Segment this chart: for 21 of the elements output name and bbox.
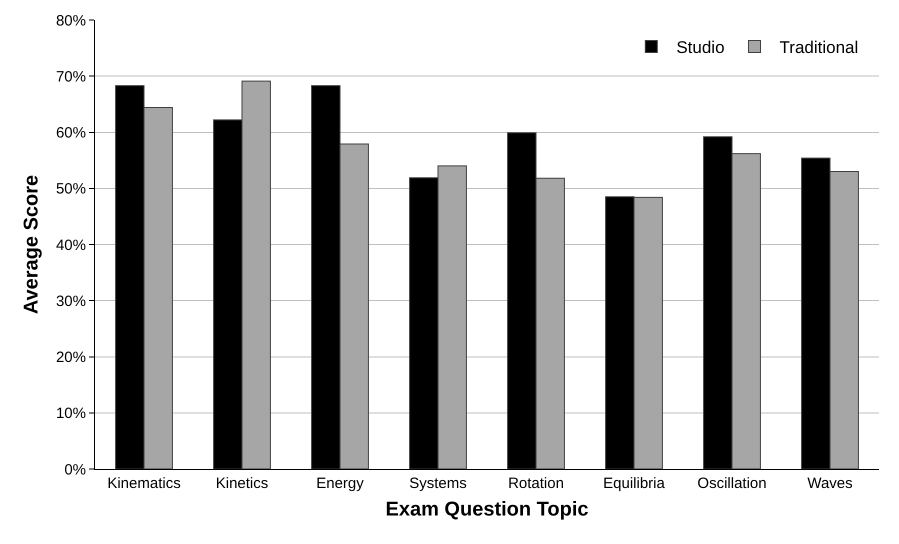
- legend-label: Studio: [676, 38, 725, 58]
- x-tick-label: Oscillation: [697, 475, 767, 492]
- x-tick-label: Systems: [409, 475, 467, 492]
- y-tick-label: 60%: [56, 124, 86, 142]
- y-tick-label: 80%: [56, 12, 86, 30]
- x-tick-label: Energy: [316, 475, 364, 492]
- x-tick-label: Kinetics: [216, 475, 268, 492]
- x-tick-label: Equilibria: [603, 475, 666, 492]
- y-tick-label: 30%: [56, 292, 86, 310]
- x-tick-label: Rotation: [508, 475, 564, 492]
- legend-label: Traditional: [780, 38, 858, 58]
- y-axis-title: Average Score: [20, 174, 42, 314]
- x-tick-label: Waves: [807, 475, 853, 492]
- x-axis-title: Exam Question Topic: [386, 498, 588, 520]
- y-tick-label: 50%: [56, 180, 86, 198]
- y-tick-label: 70%: [56, 68, 86, 86]
- x-tick-label: Kinematics: [107, 475, 181, 492]
- y-tick-label: 20%: [56, 349, 86, 366]
- y-tick-label: 10%: [56, 405, 86, 422]
- y-tick-label: 0%: [64, 461, 86, 478]
- y-tick-label: 40%: [56, 236, 86, 254]
